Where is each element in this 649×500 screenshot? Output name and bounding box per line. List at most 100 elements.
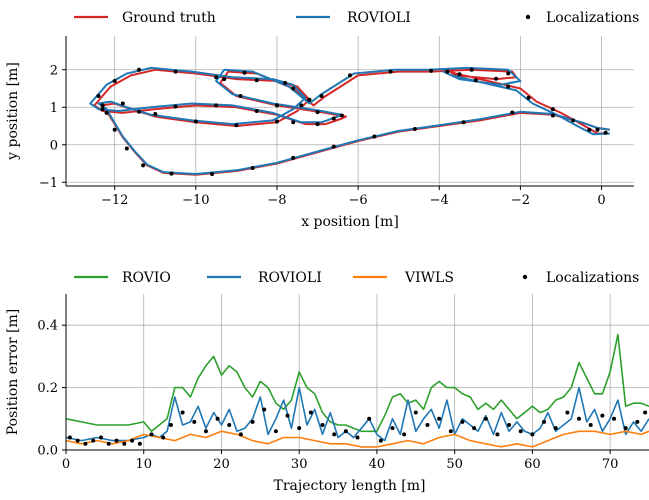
y-tick-label: 0 [50, 138, 58, 153]
localization-point [506, 71, 511, 76]
localization-point [550, 107, 555, 112]
series-line-rovioli [89, 66, 610, 175]
localization-point [254, 109, 259, 113]
localization-point [495, 432, 500, 437]
localization-point [273, 429, 278, 434]
localization-point [297, 426, 302, 431]
localization-point [372, 134, 377, 139]
localization-point [130, 438, 135, 443]
localization-point [203, 429, 208, 434]
localization-point [595, 127, 600, 132]
legend-marker [522, 274, 528, 280]
localization-point [388, 69, 393, 74]
y-tick-label: 0.4 [37, 319, 58, 334]
localization-point [577, 416, 582, 421]
localization-point [104, 110, 109, 115]
localization-point [510, 110, 515, 115]
legend-label: Localizations [546, 270, 639, 286]
localization-point [437, 416, 442, 421]
localization-point [83, 441, 88, 446]
localization-point [149, 432, 154, 437]
localization-point [612, 416, 617, 421]
legend-label: ROVIOLI [347, 10, 411, 26]
localization-point [112, 79, 117, 83]
localization-point [250, 419, 255, 424]
localization-point [320, 423, 325, 428]
localization-point [180, 410, 185, 415]
localization-point [315, 122, 320, 127]
localization-point [96, 94, 101, 98]
localization-point [623, 426, 628, 431]
error-plot: 0 10 20 30 40 50 60 70 0.0 0.2 0.4 Trajectory lengt… [5, 270, 649, 494]
localization-point [291, 155, 296, 160]
localization-point [332, 432, 337, 437]
y-tick-label: 1 [50, 101, 58, 116]
localization-point [100, 103, 105, 108]
localization-point [283, 80, 288, 85]
y-tick-label: 0.0 [37, 444, 58, 459]
localization-point [473, 78, 478, 83]
localization-point [600, 413, 605, 418]
series-line-rovio [65, 333, 649, 433]
localization-point [168, 423, 173, 428]
localization-point [390, 426, 395, 431]
localization-point [472, 426, 477, 431]
y-tick-label: 0.2 [37, 381, 58, 396]
localization-point [120, 101, 125, 106]
localization-point [137, 441, 142, 446]
x-tick-label: 30 [291, 457, 308, 472]
localization-point [412, 127, 417, 131]
localization-point [106, 441, 111, 446]
localization-point [319, 94, 324, 98]
localization-point [100, 107, 105, 112]
localization-point [469, 67, 474, 72]
localization-point [635, 419, 640, 424]
localization-point [238, 432, 243, 437]
localization-point [315, 110, 320, 115]
y-axis-label: y position [m] [5, 62, 21, 161]
localization-point [460, 419, 465, 424]
localization-point [308, 410, 313, 415]
localization-point [291, 120, 296, 125]
localization-point [112, 127, 117, 132]
x-tick-label: −6 [349, 193, 368, 208]
y-tick-label: −1 [39, 176, 58, 191]
localization-point [285, 413, 290, 418]
localization-point [234, 123, 239, 128]
localization-point [425, 423, 430, 428]
localization-point [331, 144, 336, 149]
localization-point [169, 171, 174, 176]
localization-point [75, 438, 80, 443]
localization-point [173, 104, 178, 109]
localization-point [542, 419, 547, 424]
localization-point [518, 429, 523, 434]
localization-point [67, 435, 72, 440]
localization-point [254, 78, 259, 83]
x-tick-label: −8 [267, 193, 286, 208]
localization-point [402, 432, 407, 437]
localization-point [483, 416, 488, 421]
x-tick-label: 0 [62, 457, 70, 472]
localization-point [124, 146, 129, 151]
legend-marker [525, 14, 531, 20]
localization-point [461, 120, 466, 125]
localization-point [222, 77, 227, 82]
x-tick-label: −2 [511, 193, 530, 208]
localization-point [367, 416, 372, 421]
localization-point [98, 435, 103, 440]
x-tick-label: 60 [524, 457, 541, 472]
x-tick-label: 40 [369, 457, 386, 472]
x-tick-label: −12 [101, 193, 128, 208]
localization-point [274, 103, 279, 108]
localization-point [307, 97, 312, 102]
localization-point [526, 95, 531, 100]
localization-point [291, 86, 296, 91]
localization-point [215, 416, 220, 421]
x-tick-label: 50 [446, 457, 463, 472]
localization-point [141, 163, 146, 168]
localization-point [506, 84, 511, 89]
localization-point [137, 109, 142, 114]
x-tick-label: 20 [213, 457, 230, 472]
x-axis-label: x position [m] [301, 214, 399, 230]
